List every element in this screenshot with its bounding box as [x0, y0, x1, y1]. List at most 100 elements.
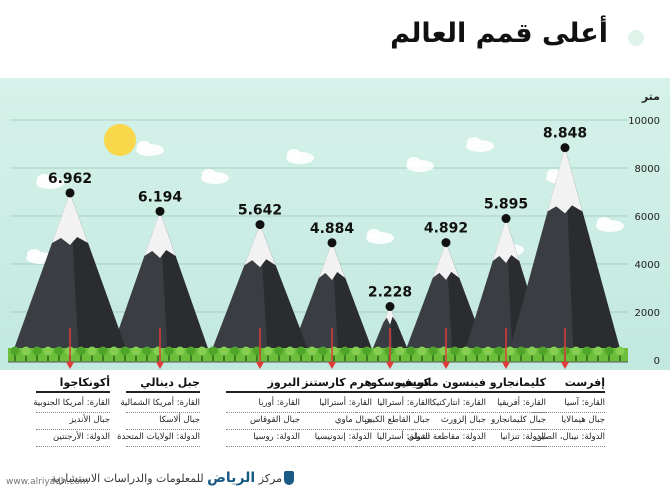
peak-value-label: 6.962	[48, 171, 92, 187]
tree-icon	[582, 346, 592, 361]
watermark-url: www.alriyadh.com	[6, 477, 89, 487]
peak-marker	[385, 302, 395, 312]
mountain-peak: 6.962	[10, 171, 130, 360]
y-tick-label: 6000	[635, 212, 660, 223]
peak-marker	[155, 206, 165, 216]
peak-continent: القارة: أوربا	[226, 396, 300, 413]
tree-icon	[472, 346, 482, 361]
tree-icon	[384, 346, 394, 361]
y-tick-label: 10000	[628, 116, 660, 127]
peak-name: فينسون ماسيف	[399, 376, 486, 393]
peak-info-column: كليمانجارو القارة: أفريقيا جبال كليمانجارو…	[472, 376, 546, 447]
mountain-snowcap	[318, 242, 346, 280]
peak-range: جبال ماوي	[298, 413, 372, 430]
tree-icon	[109, 346, 119, 361]
tree-icon	[483, 346, 493, 361]
peak-marker	[255, 220, 265, 230]
peak-name: إفرست	[531, 376, 605, 393]
y-tick-label: 4000	[635, 260, 660, 271]
peak-continent: القارة: انتاركتيكا	[412, 396, 486, 413]
tree-icon	[417, 346, 427, 361]
tree-icon	[230, 346, 240, 361]
pointer-arrow-icon	[442, 328, 450, 369]
cloud-icon	[596, 217, 624, 232]
mountain-snowcap	[492, 218, 520, 263]
tree-icon	[43, 346, 53, 361]
tree-icon	[549, 346, 559, 361]
footer-credit: مركز الرياض للمعلومات والدراسات الاستشار…	[51, 470, 282, 486]
peak-country: الدولة: أستراليا	[356, 430, 430, 447]
mountain-snowcap	[52, 192, 88, 246]
cloud-icon	[136, 141, 164, 156]
tree-icon	[164, 346, 174, 361]
pointer-arrow-icon	[386, 328, 394, 369]
tree-icon	[131, 346, 141, 361]
tree-icon	[505, 346, 515, 361]
peak-info-column: أكونكاجوا القارة: أمريكا الجنوبية جبال الأ…	[33, 376, 110, 447]
tree-icon	[516, 346, 526, 361]
tree-icon	[406, 346, 416, 361]
peak-country: الدولة: الولايات المتحدة	[117, 430, 200, 447]
peak-range: جبال هيمالايا	[531, 413, 605, 430]
peak-continent: القارة: أستراليا	[298, 396, 372, 413]
tree-icon	[241, 346, 251, 361]
peak-info-table: أكونكاجوا القارة: أمريكا الجنوبية جبال الأ…	[0, 370, 670, 462]
tree-icon	[175, 346, 185, 361]
peak-country: الدولة: روسيا	[226, 430, 300, 447]
tree-icon	[593, 346, 603, 361]
peak-value-label: 5.895	[484, 197, 528, 213]
mountain-snowcap	[383, 306, 397, 325]
peak-name: البروز	[226, 376, 300, 393]
peak-country: الدولة: مقاطعة تشيلي	[408, 430, 486, 447]
tree-icon	[142, 346, 152, 361]
footer: مركز الرياض للمعلومات والدراسات الاستشار…	[0, 462, 670, 494]
footer-brand: الرياض	[207, 470, 256, 486]
title-bullet-icon	[628, 30, 644, 46]
peak-marker	[441, 238, 451, 248]
mountain-peak: 5.642	[208, 203, 312, 360]
sun-icon	[104, 124, 136, 156]
cloud-icon	[36, 174, 64, 189]
tree-icon	[362, 346, 372, 361]
tree-icon	[54, 346, 64, 361]
tree-icon	[263, 346, 273, 361]
peak-value-label: 5.642	[238, 203, 282, 219]
tree-icon	[307, 346, 317, 361]
tree-icon	[10, 346, 20, 361]
footer-suffix: للمعلومات والدراسات الاستشارية	[50, 472, 204, 485]
tree-icon	[208, 346, 218, 361]
peak-continent: القارة: أمريكا الجنوبية	[33, 396, 110, 413]
mountain-peak: 6.194	[108, 189, 212, 360]
pointer-arrow-icon	[256, 328, 264, 369]
mountain-peak: 4.892	[402, 221, 490, 360]
peak-country: الدولة: الأرجنتين	[36, 430, 110, 447]
header: أعلى قمم العالم	[0, 0, 670, 78]
peak-marker	[327, 238, 337, 248]
pointer-arrow-icon	[561, 328, 569, 369]
peak-continent: القارة: أفريقيا	[472, 396, 546, 413]
y-axis-unit: متر	[641, 90, 660, 103]
peak-range: جبال إلزورث	[412, 413, 486, 430]
tree-icon	[21, 346, 31, 361]
peak-name: هرم كارستنز	[298, 376, 372, 393]
peak-marker	[65, 188, 75, 198]
peak-continent: القارة: أستراليا	[356, 396, 430, 413]
peak-country: الدولة: إندونيسيا	[298, 430, 372, 447]
tree-icon	[120, 346, 130, 361]
tree-icon	[76, 346, 86, 361]
cloud-icon	[366, 229, 394, 244]
peak-range: جبال القاطع الكبير	[356, 413, 430, 430]
tree-icon	[296, 346, 306, 361]
peak-range: جبال ألاسكا	[126, 413, 200, 430]
tree-icon	[571, 346, 581, 361]
mountain-snowcap	[547, 147, 583, 214]
mountain-snowcap	[244, 224, 276, 268]
peak-range: جبال الأنديز	[36, 413, 110, 430]
cloud-icon	[201, 169, 229, 184]
peak-value-label: 8.848	[543, 126, 587, 142]
peak-info-column: جبل دينالي القارة: أمريكا الشمالية جبال أل…	[117, 376, 200, 447]
y-tick-label: 8000	[635, 164, 660, 175]
peak-marker	[501, 214, 511, 224]
mountain-snowcap	[144, 211, 176, 258]
page-title: أعلى قمم العالم	[390, 18, 608, 49]
